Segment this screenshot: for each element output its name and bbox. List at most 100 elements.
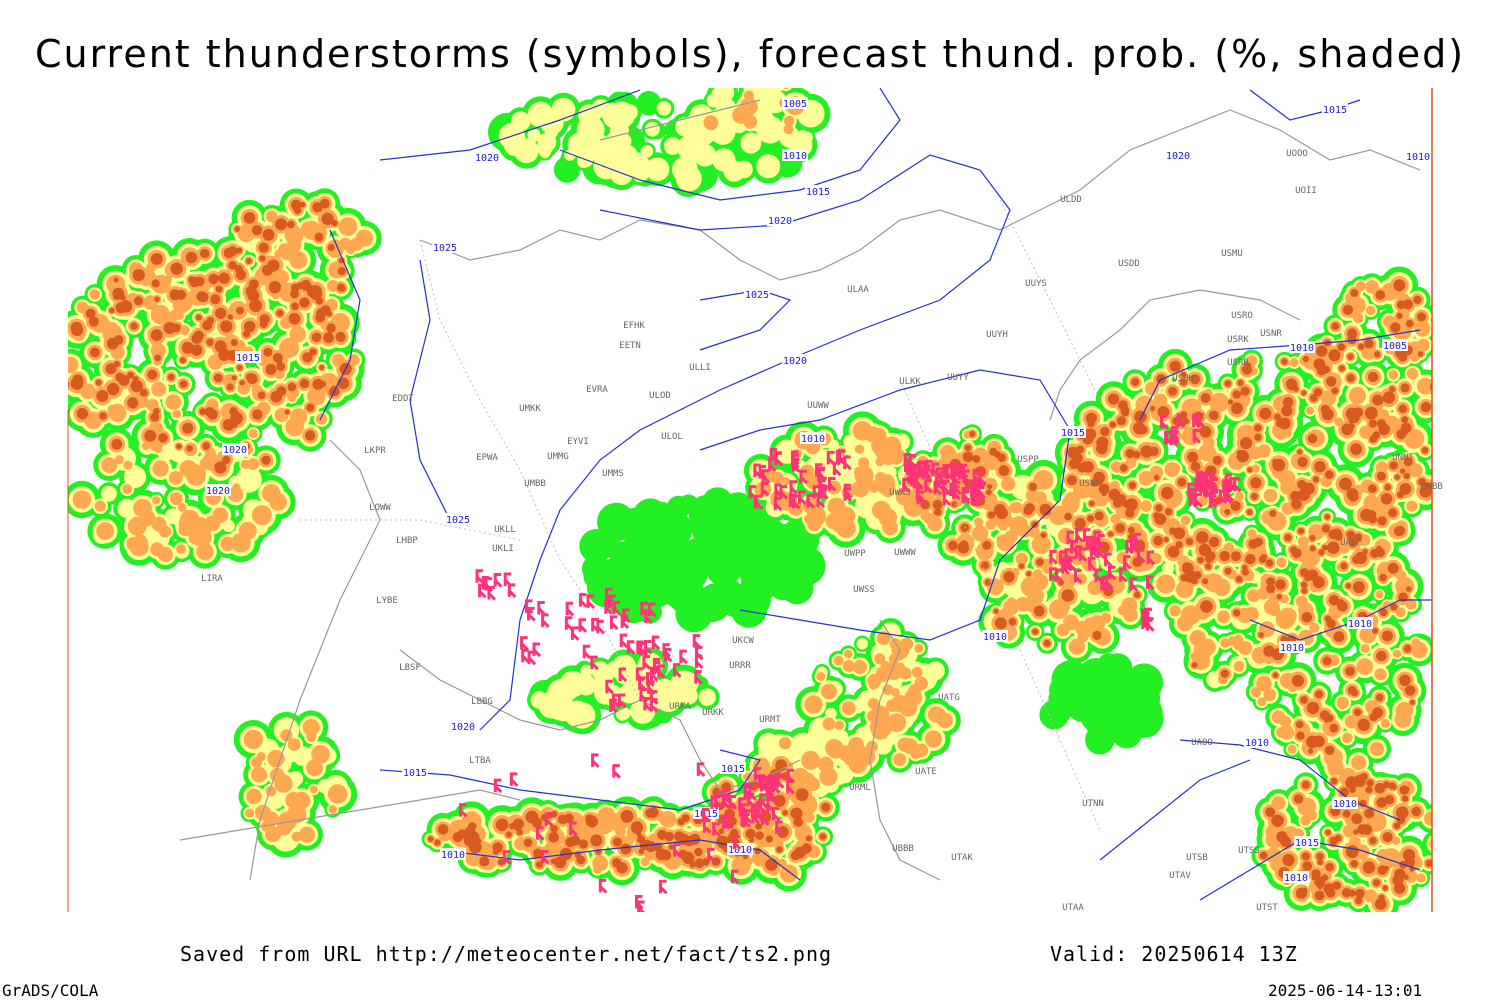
- shade-cell: [165, 394, 181, 410]
- shade-cell: [339, 237, 352, 251]
- shade-cell: [1289, 358, 1299, 367]
- shade-cell: [858, 457, 870, 469]
- shade-cell: [94, 500, 106, 512]
- shade-cell: [273, 269, 289, 285]
- shade-cell: [205, 447, 216, 459]
- shade-cell: [332, 353, 345, 367]
- shade-cell: [150, 343, 166, 359]
- shade-cell: [906, 502, 920, 515]
- shade-cell: [710, 88, 732, 107]
- shade-cell: [750, 567, 769, 587]
- shade-cell: [601, 103, 624, 125]
- shade-cell: [179, 325, 190, 336]
- shade-cell: [72, 490, 92, 509]
- shade-cell: [640, 145, 654, 158]
- shade-cell: [1087, 580, 1103, 596]
- shade-cell: [172, 409, 182, 419]
- shade-cell: [698, 688, 716, 706]
- shade-cell: [985, 519, 996, 530]
- shade-cell: [583, 564, 609, 590]
- shade-cell: [920, 510, 931, 521]
- shade-cell: [580, 664, 593, 678]
- shade-cell: [577, 703, 590, 715]
- shade-cell: [122, 484, 133, 495]
- shade-cell: [1121, 597, 1138, 614]
- shade-cell: [176, 544, 186, 554]
- shade-cell: [553, 156, 581, 183]
- shade-cell: [315, 413, 328, 425]
- shade-cell: [703, 115, 719, 131]
- shade-cell: [169, 471, 183, 485]
- shade-cell: [656, 101, 672, 116]
- shade-cell: [169, 492, 183, 505]
- shade-cell: [609, 120, 630, 141]
- shade-cell: [197, 523, 212, 538]
- shade-cell: [679, 494, 698, 513]
- shade-cell: [749, 537, 768, 556]
- shade-cell: [1116, 669, 1136, 689]
- shade-cell: [655, 686, 682, 712]
- shade-cell: [227, 486, 244, 503]
- shade-cell: [875, 472, 887, 484]
- shade-cell: [883, 454, 895, 466]
- shade-cell: [248, 428, 258, 439]
- shade-cell: [265, 487, 277, 498]
- shade-cell: [1263, 488, 1278, 503]
- shade-cell: [1048, 505, 1069, 526]
- shade-cell: [76, 301, 89, 314]
- shade-cell: [1061, 495, 1080, 514]
- shade-cell: [1015, 552, 1028, 566]
- shade-cell: [1063, 693, 1084, 715]
- shade-cell: [177, 503, 187, 512]
- shade-cell: [154, 386, 163, 395]
- shade-cell: [1004, 530, 1018, 544]
- shade-cell: [127, 516, 147, 536]
- shade-cell: [152, 496, 161, 505]
- shade-cell: [96, 522, 114, 540]
- shade-cell: [141, 442, 150, 451]
- shade-cell: [727, 587, 761, 621]
- shade-cell: [671, 542, 711, 581]
- shade-cell: [317, 779, 333, 794]
- shade-cell: [743, 90, 755, 101]
- shade-cell: [114, 455, 124, 465]
- shade-cell: [705, 550, 742, 587]
- shade-cell: [683, 141, 705, 164]
- shade-cell: [101, 457, 117, 473]
- shade-cell: [878, 508, 898, 527]
- shade-cell: [1068, 638, 1085, 655]
- shade-cell: [758, 520, 776, 537]
- shade-cell: [701, 595, 725, 619]
- shade-cell: [1073, 664, 1094, 685]
- shade-cell: [530, 691, 549, 709]
- shade-cell: [875, 457, 885, 467]
- shade-cell: [175, 311, 184, 320]
- shade-cell: [743, 114, 758, 129]
- shade-cell: [618, 707, 631, 720]
- shade-cell: [974, 517, 984, 527]
- shade-cell: [199, 458, 208, 467]
- shade-cell: [843, 524, 852, 533]
- shade-cell: [1075, 573, 1087, 585]
- shade-cell: [251, 505, 272, 526]
- shade-cell: [1063, 614, 1079, 631]
- shade-cell: [89, 289, 101, 300]
- shade-cell: [287, 392, 297, 402]
- shade-cell: [1039, 699, 1069, 730]
- shade-cell: [143, 295, 158, 310]
- shade-cell: [882, 436, 902, 456]
- shade-cell: [736, 499, 760, 523]
- shade-cell: [158, 525, 171, 538]
- shade-cell: [771, 471, 784, 485]
- shade-cell: [854, 444, 865, 454]
- shade-cell: [1007, 597, 1017, 607]
- shade-cell: [231, 532, 251, 553]
- shade-cell: [619, 562, 652, 595]
- shade-cell: [212, 507, 229, 523]
- shade-cell: [854, 465, 874, 485]
- shade-cell: [1001, 476, 1016, 491]
- shade-cell: [927, 516, 943, 532]
- shade-cell: [68, 378, 72, 391]
